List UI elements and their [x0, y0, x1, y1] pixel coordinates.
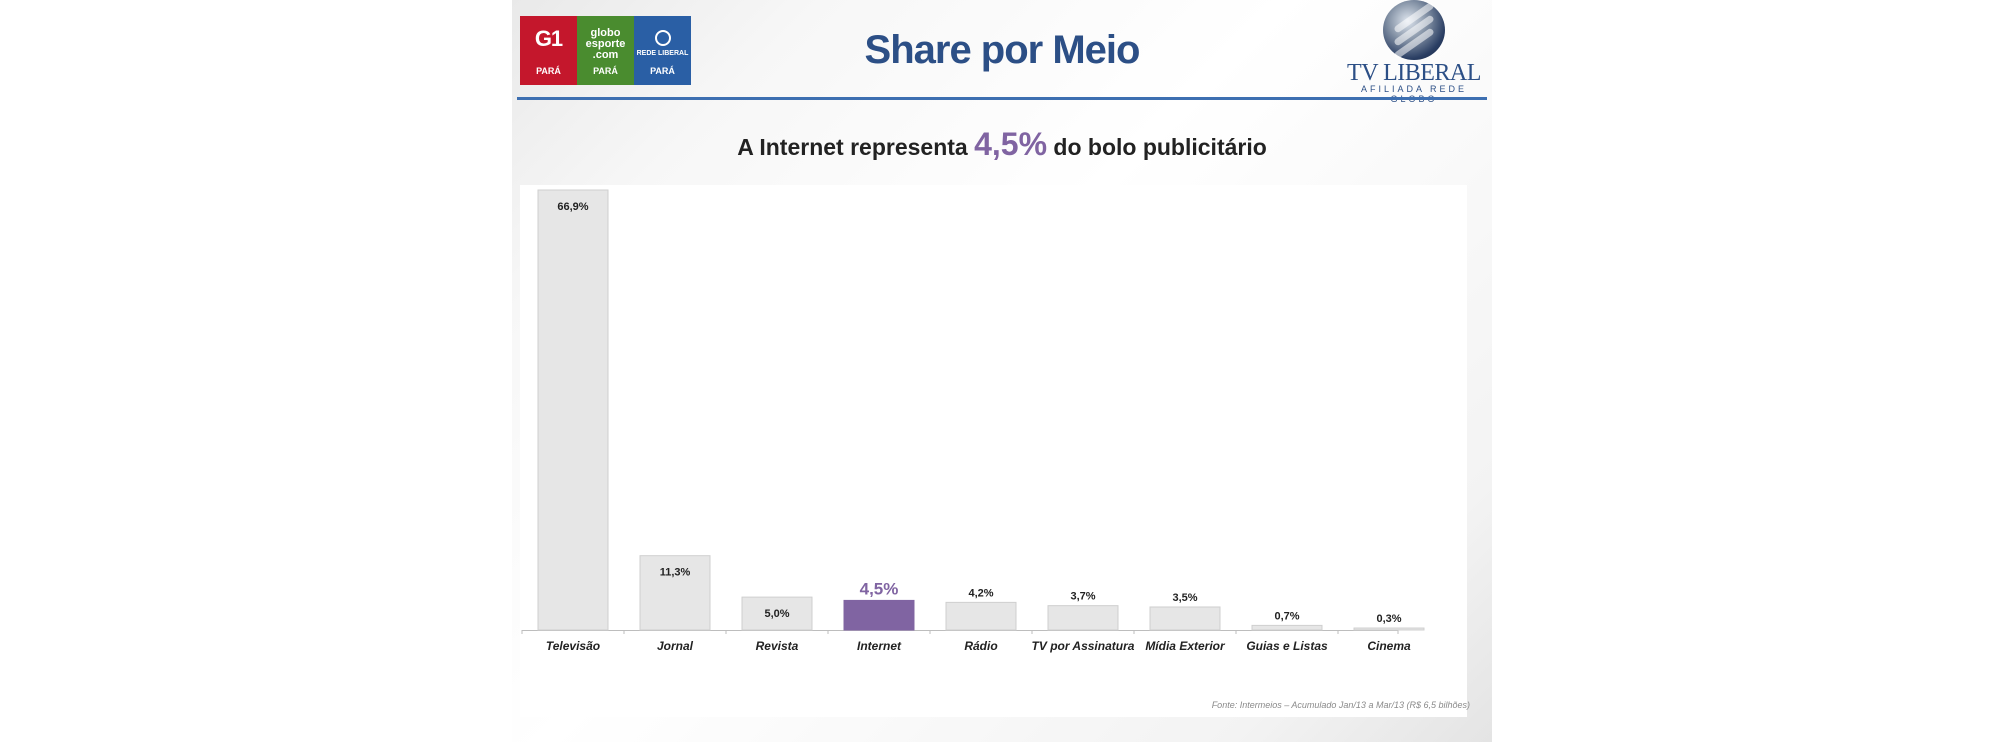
bar-jornal — [639, 555, 711, 631]
category-label-televisao: Televisão — [546, 639, 600, 653]
headline-prefix: A Internet representa — [737, 134, 975, 160]
data-label-midia-exterior: 3,5% — [1172, 592, 1197, 604]
category-label-tv-por-assinatura: TV por Assinatura — [1032, 639, 1135, 653]
chart-area: 66,9% Televisão 11,3% Jornal 5,0% Revista 4,5%… — [520, 185, 1467, 717]
bar-radio — [945, 601, 1017, 631]
category-label-midia-exterior: Mídia Exterior — [1145, 639, 1226, 653]
headline-suffix: do bolo publicitário — [1047, 134, 1267, 160]
category-label-radio: Rádio — [964, 639, 997, 653]
headline-highlight: 4,5% — [974, 126, 1048, 162]
data-label-jornal: 11,3% — [660, 567, 691, 579]
category-label-cinema: Cinema — [1367, 639, 1411, 653]
bar-chart: 66,9% Televisão 11,3% Jornal 5,0% Revista 4,5%… — [521, 189, 1425, 653]
bar-tv-por-assinatura — [1047, 605, 1119, 631]
rede-liberal-logo-text: REDE LIBERAL — [636, 50, 689, 57]
data-label-internet: 4,5% — [860, 579, 899, 598]
category-label-revista: Revista — [756, 639, 799, 653]
category-label-guias-e-listas: Guias e Listas — [1246, 639, 1328, 653]
chart-headline: A Internet representa 4,5% do bolo publi… — [512, 126, 1492, 163]
data-label-revista: 5,0% — [764, 608, 789, 620]
brand-tagline: AFILIADA REDE GLOBO — [1360, 84, 1468, 104]
category-label-jornal: Jornal — [657, 639, 694, 653]
brand-name: TV LIBERAL — [1347, 60, 1481, 86]
g1-logo: G1 PARÁ — [520, 16, 577, 85]
slide-title: Share por Meio — [864, 28, 1141, 72]
bar-guias-e-listas — [1251, 624, 1323, 631]
globoesporte-logo-text: globo esporte .com — [585, 27, 626, 61]
data-label-cinema: 0,3% — [1376, 613, 1401, 625]
data-label-guias-e-listas: 0,7% — [1274, 610, 1299, 622]
rede-liberal-logo-sub: PARÁ — [650, 66, 675, 76]
rede-liberal-logo: REDE LIBERAL PARÁ — [634, 16, 691, 85]
globoesporte-logo: globo esporte .com PARÁ — [577, 16, 634, 85]
bar-internet — [843, 599, 915, 631]
data-label-tv-por-assinatura: 3,7% — [1070, 591, 1095, 603]
bar-televisao — [537, 189, 609, 631]
g1-logo-sub: PARÁ — [536, 66, 561, 76]
globe-icon — [1383, 0, 1445, 60]
rede-liberal-emblem-icon — [655, 30, 671, 46]
globoesporte-logo-sub: PARÁ — [593, 66, 618, 76]
bar-cinema — [1353, 627, 1425, 631]
category-label-internet: Internet — [857, 639, 902, 653]
partner-logos: G1 PARÁ globo esporte .com PARÁ REDE LIB… — [520, 16, 691, 85]
data-label-televisao: 66,9% — [557, 201, 588, 213]
slide: G1 PARÁ globo esporte .com PARÁ REDE LIB… — [512, 0, 1492, 742]
g1-logo-text: G1 — [534, 26, 563, 51]
title-divider — [517, 97, 1487, 100]
bar-revista — [741, 596, 813, 631]
source-note: Fonte: Intermeios – Acumulado Jan/13 a M… — [1211, 700, 1470, 710]
data-label-radio: 4,2% — [968, 587, 993, 599]
bar-midia-exterior — [1149, 606, 1221, 631]
tv-liberal-logo: TV LIBERAL AFILIADA REDE GLOBO — [1344, 0, 1484, 104]
